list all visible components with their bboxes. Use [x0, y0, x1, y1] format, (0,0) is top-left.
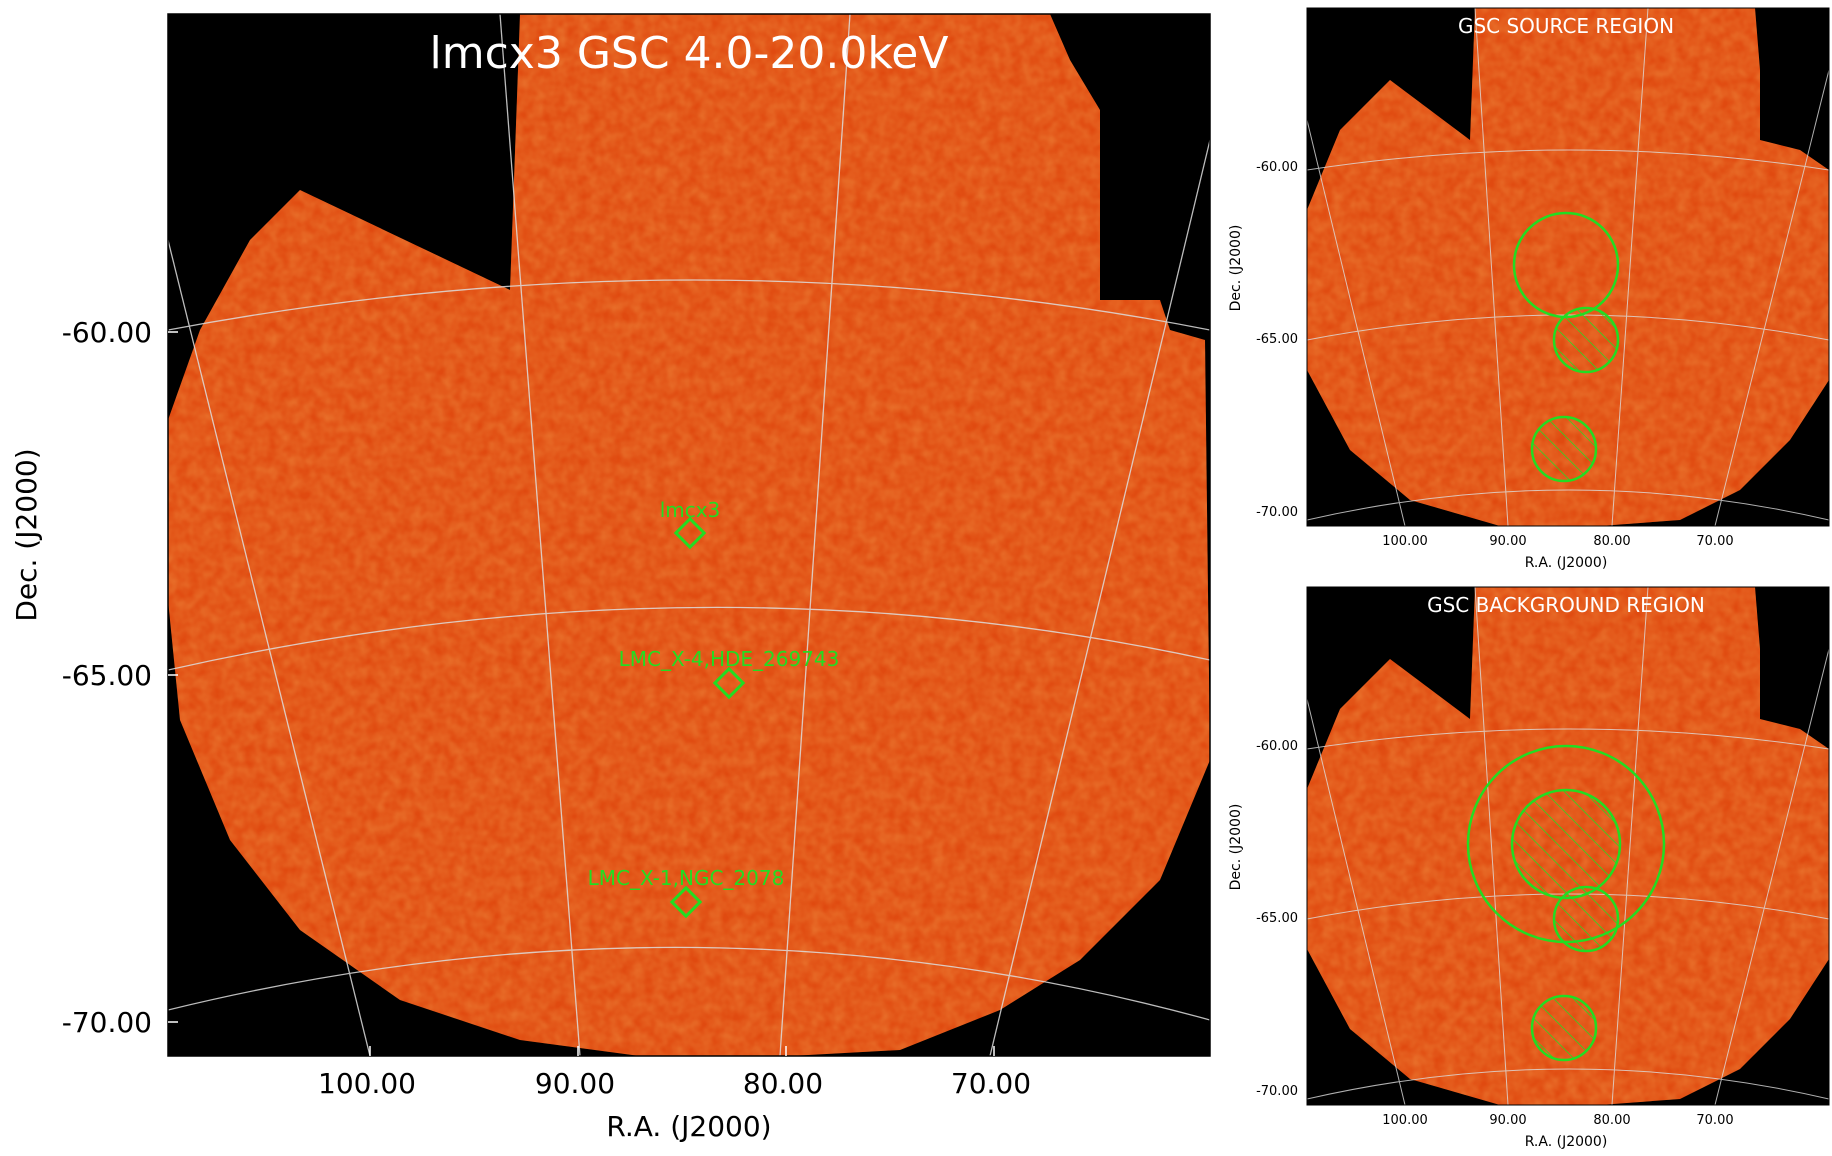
main-x-tick: 90.00 [535, 1067, 615, 1100]
background-y-tick: -65.00 [1256, 911, 1298, 926]
excluded-region-lmc-x4 [1552, 306, 1620, 374]
background-region-annulus-inner [1510, 788, 1622, 900]
main-x-tick: 80.00 [743, 1067, 823, 1100]
background-y-tick: -70.00 [1256, 1084, 1298, 1099]
main-x-tick: 70.00 [951, 1067, 1031, 1100]
background-x-tick: 80.00 [1593, 1113, 1630, 1128]
main-y-tick: -70.00 [62, 1006, 152, 1039]
source-x-tick: 100.00 [1382, 534, 1428, 549]
background-y-axis-label: Dec. (J2000) [1228, 804, 1244, 891]
main-sky-map: lmcx3 GSC 4.0-20.0keV lmcx3 LMC_X-4,HDE_… [10, 13, 1211, 1143]
source-marker-lmc-x1 [669, 885, 703, 919]
source-x-tick: 80.00 [1593, 534, 1630, 549]
source-marker-lmc-x4 [712, 666, 746, 700]
main-y-tick: -60.00 [62, 316, 152, 349]
source-marker-lmcx3 [673, 516, 707, 550]
source-region-panel: GSC SOURCE REGION -60.00 -65.00 -70.00 1… [1228, 7, 1830, 571]
main-noise-texture [168, 14, 1210, 1056]
main-map-frame [167, 13, 1211, 1057]
background-region-panel: GSC BACKGROUND REGION -60.00 -65.00 -70.… [1228, 586, 1830, 1150]
background-x-tick: 100.00 [1382, 1113, 1428, 1128]
main-x-tick: 100.00 [318, 1067, 416, 1100]
excluded-region-lmc-x1 [1530, 994, 1598, 1062]
main-y-tick: -65.00 [62, 659, 152, 692]
background-panel-title: GSC BACKGROUND REGION [1427, 593, 1705, 617]
main-title: lmcx3 GSC 4.0-20.0keV [430, 28, 949, 79]
source-label-lmc-x4: LMC_X-4,HDE_269743 [619, 647, 840, 671]
main-x-axis-label: R.A. (J2000) [606, 1110, 771, 1143]
source-x-tick: 70.00 [1696, 534, 1733, 549]
background-x-tick: 70.00 [1696, 1113, 1733, 1128]
source-y-tick: -60.00 [1256, 160, 1298, 175]
source-y-axis-label: Dec. (J2000) [1228, 225, 1244, 312]
background-x-axis-label: R.A. (J2000) [1525, 1134, 1608, 1150]
excluded-region-lmc-x1 [1530, 415, 1598, 483]
source-y-tick: -65.00 [1256, 332, 1298, 347]
background-x-tick: 90.00 [1489, 1113, 1526, 1128]
background-map-frame [1306, 586, 1830, 1106]
main-source-markers [669, 516, 746, 919]
main-coordinate-grid [168, 14, 1210, 1056]
source-label-lmcx3: lmcx3 [660, 498, 721, 522]
main-y-axis-label: Dec. (J2000) [10, 448, 43, 621]
source-y-tick: -70.00 [1256, 505, 1298, 520]
source-panel-title: GSC SOURCE REGION [1458, 14, 1674, 38]
source-map-frame [1306, 7, 1830, 527]
source-x-tick: 90.00 [1489, 534, 1526, 549]
source-noise-texture [1307, 8, 1829, 526]
source-label-lmc-x1: LMC_X-1,NGC_2078 [588, 866, 785, 890]
excluded-region-lmc-x4 [1552, 885, 1620, 953]
main-tick-marks [168, 331, 995, 1056]
background-y-tick: -60.00 [1256, 739, 1298, 754]
source-x-axis-label: R.A. (J2000) [1525, 555, 1608, 571]
